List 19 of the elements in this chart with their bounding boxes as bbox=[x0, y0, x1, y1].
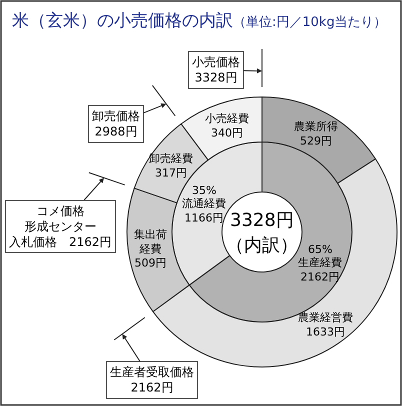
text: 3328円 bbox=[230, 210, 294, 231]
data-label: 509円 bbox=[134, 256, 166, 270]
slice-label: 生産経費 bbox=[298, 256, 342, 269]
data-label: 1166円 bbox=[184, 211, 224, 224]
slice-label: 集出荷経費 bbox=[134, 228, 167, 256]
slice-label: 農業経営費 bbox=[298, 311, 353, 324]
slice-label: 卸売経費 bbox=[149, 152, 193, 165]
data-label: 317円 bbox=[155, 166, 187, 180]
slice-label: 農業所得 bbox=[294, 120, 338, 133]
data-label: 340円 bbox=[211, 126, 243, 140]
slice-label: 流通経費 bbox=[182, 197, 226, 210]
chart-subtitle: （単位:円／10kg当たり） bbox=[233, 14, 387, 30]
data-label: 529円 bbox=[300, 134, 332, 148]
slice-label: 小売経費 bbox=[205, 112, 249, 125]
data-label: 2162円 bbox=[300, 270, 340, 284]
text: （内訳） bbox=[226, 235, 298, 256]
data-label: 1633円 bbox=[306, 325, 345, 338]
text: 65% bbox=[308, 243, 332, 256]
text: 35% bbox=[192, 184, 216, 197]
